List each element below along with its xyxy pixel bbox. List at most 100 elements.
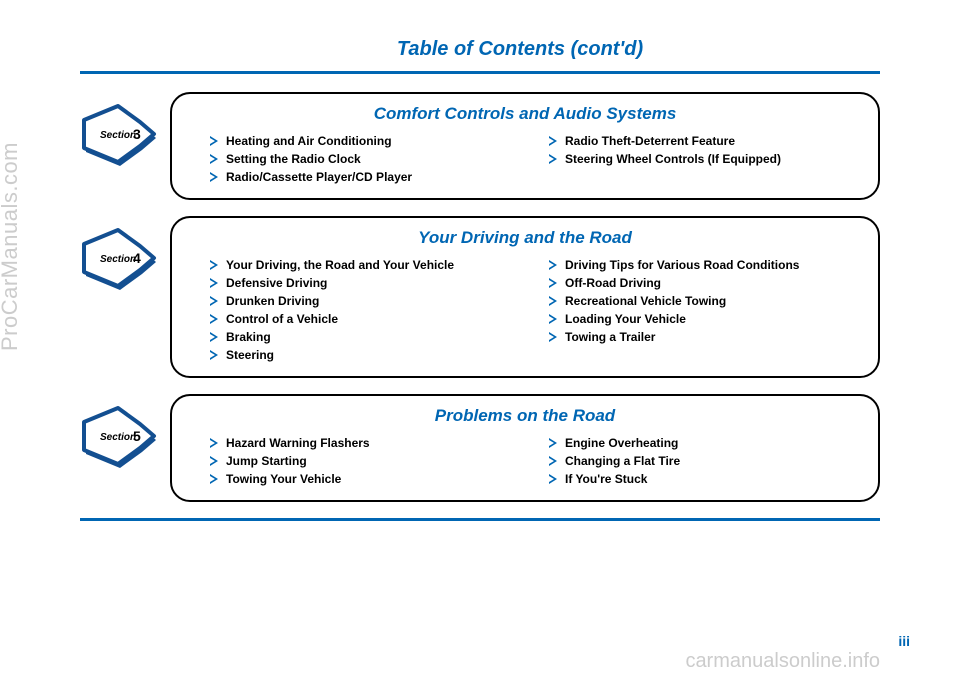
list-item[interactable]: Jump Starting — [196, 452, 515, 470]
section-title: Comfort Controls and Audio Systems — [196, 104, 854, 124]
column: Driving Tips for Various Road Conditions… — [535, 256, 854, 364]
columns: Your Driving, the Road and Your Vehicle D… — [196, 256, 854, 364]
svg-text:5: 5 — [133, 428, 141, 444]
bullet-triangle-icon — [210, 296, 218, 306]
list-item[interactable]: Radio Theft-Deterrent Feature — [535, 132, 854, 150]
svg-text:Section: Section — [100, 130, 136, 141]
bullet-triangle-icon — [549, 296, 557, 306]
bullet-triangle-icon — [549, 456, 557, 466]
list-item[interactable]: Steering — [196, 346, 515, 364]
section-title: Problems on the Road — [196, 406, 854, 426]
bullet-triangle-icon — [210, 172, 218, 182]
list-item[interactable]: Heating and Air Conditioning — [196, 132, 515, 150]
list-item[interactable]: Loading Your Vehicle — [535, 310, 854, 328]
list-item-label: Engine Overheating — [565, 436, 678, 450]
section-box: Problems on the Road Hazard Warning Flash… — [170, 394, 880, 502]
svg-text:Section: Section — [100, 254, 136, 265]
list-item-label: Towing Your Vehicle — [226, 472, 341, 486]
sections-container: Section 3 Comfort Controls and Audio Sys… — [0, 92, 960, 502]
bullet-triangle-icon — [549, 438, 557, 448]
list-item-label: Driving Tips for Various Road Conditions — [565, 258, 799, 272]
column: Heating and Air Conditioning Setting the … — [196, 132, 515, 186]
list-item-label: Defensive Driving — [226, 276, 327, 290]
list-item[interactable]: Hazard Warning Flashers — [196, 434, 515, 452]
bullet-triangle-icon — [549, 314, 557, 324]
list-item[interactable]: Engine Overheating — [535, 434, 854, 452]
list-item-label: Hazard Warning Flashers — [226, 436, 370, 450]
list-item-label: Radio Theft-Deterrent Feature — [565, 134, 735, 148]
bullet-triangle-icon — [549, 332, 557, 342]
list-item-label: Jump Starting — [226, 454, 307, 468]
list-item[interactable]: If You're Stuck — [535, 470, 854, 488]
bullet-triangle-icon — [549, 154, 557, 164]
list-item[interactable]: Braking — [196, 328, 515, 346]
watermark-left: ProCarManuals.com — [0, 142, 23, 351]
list-item[interactable]: Drunken Driving — [196, 292, 515, 310]
bullet-triangle-icon — [549, 278, 557, 288]
svg-text:3: 3 — [133, 126, 141, 142]
list-item[interactable]: Towing a Trailer — [535, 328, 854, 346]
column: Your Driving, the Road and Your Vehicle D… — [196, 256, 515, 364]
section-box: Comfort Controls and Audio Systems Heatin… — [170, 92, 880, 200]
list-item-label: Drunken Driving — [226, 294, 319, 308]
column: Radio Theft-Deterrent Feature Steering Wh… — [535, 132, 854, 186]
list-item-label: Heating and Air Conditioning — [226, 134, 392, 148]
list-item-label: Braking — [226, 330, 271, 344]
watermark-bottom: carmanualsonline.info — [685, 650, 880, 673]
column: Hazard Warning Flashers Jump Starting Towi… — [196, 434, 515, 488]
list-item-label: Radio/Cassette Player/CD Player — [226, 170, 412, 184]
section-badge-icon: Section 3 — [80, 92, 170, 179]
list-item-label: Steering — [226, 348, 274, 362]
page-number: iii — [898, 633, 910, 649]
bullet-triangle-icon — [210, 350, 218, 360]
list-item[interactable]: Your Driving, the Road and Your Vehicle — [196, 256, 515, 274]
section-row: Section 4 Your Driving and the RoadYour … — [80, 216, 880, 378]
list-item-label: Your Driving, the Road and Your Vehicle — [226, 258, 454, 272]
list-item[interactable]: Defensive Driving — [196, 274, 515, 292]
bullet-triangle-icon — [549, 260, 557, 270]
svg-text:Section: Section — [100, 432, 136, 443]
list-item[interactable]: Setting the Radio Clock — [196, 150, 515, 168]
bullet-triangle-icon — [210, 332, 218, 342]
list-item[interactable]: Off-Road Driving — [535, 274, 854, 292]
list-item-label: Loading Your Vehicle — [565, 312, 686, 326]
column: Engine Overheating Changing a Flat Tire If… — [535, 434, 854, 488]
svg-text:4: 4 — [133, 250, 141, 266]
bullet-triangle-icon — [210, 474, 218, 484]
section-row: Section 3 Comfort Controls and Audio Sys… — [80, 92, 880, 200]
list-item[interactable]: Changing a Flat Tire — [535, 452, 854, 470]
list-item-label: Recreational Vehicle Towing — [565, 294, 726, 308]
list-item[interactable]: Driving Tips for Various Road Conditions — [535, 256, 854, 274]
section-box: Your Driving and the Road Your Driving, t… — [170, 216, 880, 378]
list-item[interactable]: Recreational Vehicle Towing — [535, 292, 854, 310]
list-item[interactable]: Control of a Vehicle — [196, 310, 515, 328]
list-item-label: Changing a Flat Tire — [565, 454, 680, 468]
list-item-label: If You're Stuck — [565, 472, 647, 486]
bullet-triangle-icon — [210, 438, 218, 448]
section-badge-icon: Section 4 — [80, 216, 170, 303]
list-item[interactable]: Towing Your Vehicle — [196, 470, 515, 488]
bullet-triangle-icon — [210, 154, 218, 164]
bullet-triangle-icon — [549, 474, 557, 484]
list-item-label: Off-Road Driving — [565, 276, 661, 290]
list-item-label: Setting the Radio Clock — [226, 152, 361, 166]
section-badge-icon: Section 5 — [80, 394, 170, 481]
divider-top — [80, 71, 880, 74]
list-item[interactable]: Radio/Cassette Player/CD Player — [196, 168, 515, 186]
bullet-triangle-icon — [210, 278, 218, 288]
list-item-label: Towing a Trailer — [565, 330, 655, 344]
section-title: Your Driving and the Road — [196, 228, 854, 248]
columns: Heating and Air Conditioning Setting the … — [196, 132, 854, 186]
list-item[interactable]: Steering Wheel Controls (If Equipped) — [535, 150, 854, 168]
bullet-triangle-icon — [210, 136, 218, 146]
columns: Hazard Warning Flashers Jump Starting Towi… — [196, 434, 854, 488]
bullet-triangle-icon — [210, 456, 218, 466]
divider-bottom — [80, 518, 880, 521]
page-title: Table of Contents (cont'd) — [0, 38, 960, 61]
bullet-triangle-icon — [210, 260, 218, 270]
list-item-label: Steering Wheel Controls (If Equipped) — [565, 152, 781, 166]
list-item-label: Control of a Vehicle — [226, 312, 338, 326]
section-row: Section 5 Problems on the Road Hazard War… — [80, 394, 880, 502]
bullet-triangle-icon — [549, 136, 557, 146]
bullet-triangle-icon — [210, 314, 218, 324]
